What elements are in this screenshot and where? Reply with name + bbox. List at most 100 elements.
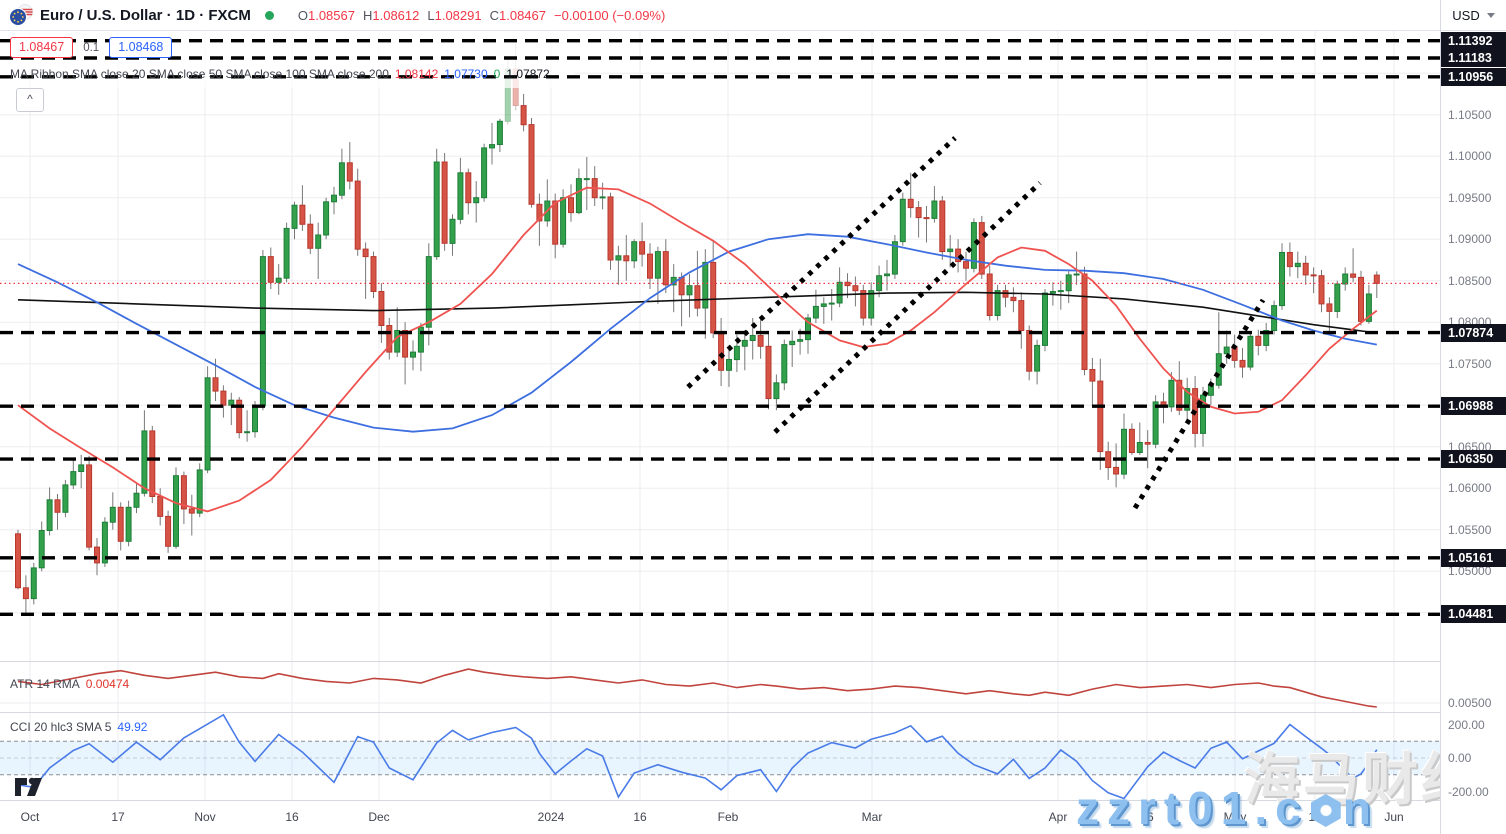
candle [1042, 289, 1048, 352]
time-tick: 2024 [537, 810, 565, 824]
candle [741, 330, 748, 371]
candle [789, 330, 796, 367]
candle [520, 93, 527, 132]
cci-value: 49.92 [117, 720, 148, 734]
candle [149, 425, 156, 504]
candle [141, 410, 148, 497]
site-watermark-prefix: zzrt01.c [1076, 782, 1309, 834]
chevron-down-icon [1486, 12, 1495, 18]
price-scale[interactable]: USD 1.10500 1.10000 1.09500 1.09000 1.08500 1… [1440, 0, 1506, 834]
candle [552, 193, 559, 259]
candle [133, 484, 140, 514]
low-value: 1.08291 [434, 7, 482, 23]
atr-scale-label: 0.00500 [1448, 696, 1492, 710]
time-axis[interactable]: Oct17Nov16Dec202416FebMarApr16May16Jun [0, 801, 1440, 834]
candle [220, 385, 227, 418]
sma200-value: 1.07872 [506, 67, 550, 81]
candle [1081, 266, 1088, 376]
chart-top-bar: Euro / U.S. Dollar · 1D · FXCM O1.08567 H… [0, 0, 1440, 31]
price-level-badge: 1.11183 [1441, 49, 1506, 67]
candle [828, 289, 835, 321]
candle [101, 517, 108, 567]
candle [1097, 358, 1104, 470]
currency-dropdown[interactable]: USD [1441, 0, 1506, 31]
price-scale-label: 1.05500 [1448, 522, 1492, 537]
candle [1286, 242, 1293, 277]
candle [228, 392, 235, 426]
collapse-legend-button[interactable]: ^ [16, 88, 44, 112]
candle [1294, 251, 1301, 279]
candle [331, 186, 337, 215]
candle [188, 494, 195, 536]
price-scale-label: 1.05000 [1448, 564, 1492, 579]
ohlc-values: O1.08567 H1.08612 L1.08291 C1.08467 −0.00100… [297, 7, 666, 23]
candle [765, 332, 772, 410]
candle [994, 284, 1001, 321]
candle [54, 494, 61, 530]
candle [615, 245, 622, 285]
price-scale-label: 1.08500 [1448, 273, 1492, 288]
candle [1373, 271, 1380, 298]
candle [583, 157, 590, 211]
candle [1342, 267, 1349, 291]
atr-value: 0.00474 [85, 677, 130, 691]
market-status-dot-icon[interactable] [264, 10, 274, 20]
candle [947, 235, 954, 268]
red-price-label[interactable]: 1.08467 [10, 37, 74, 58]
candle [1310, 267, 1317, 294]
candle [631, 239, 638, 269]
price-label-row: 1.08467 0.1 1.08468 [10, 37, 173, 58]
candle [591, 166, 598, 206]
candle [781, 339, 788, 391]
candle [394, 307, 401, 357]
candle [528, 118, 535, 208]
time-tick: Dec [368, 810, 390, 824]
ma-ribbon-legend[interactable]: MA Ribbon SMA close 20 SMA close 50 SMA … [10, 67, 556, 81]
candle [773, 374, 780, 411]
high-value: 1.08612 [372, 7, 420, 23]
time-tick: 16 [1140, 810, 1154, 824]
candle [686, 274, 693, 318]
cci-scale-label: -200.00 [1448, 784, 1489, 799]
candle [678, 272, 685, 327]
candle [125, 500, 132, 547]
blue-price-label[interactable]: 1.08468 [109, 37, 173, 58]
candle [931, 186, 938, 223]
candle [1018, 292, 1025, 349]
cci-legend[interactable]: CCI 20 hlc3 SMA 5 49.92 [10, 720, 147, 734]
time-tick: Feb [717, 810, 739, 824]
candle [481, 143, 488, 202]
cci-scale-label: 0.00 [1448, 751, 1472, 765]
candle [496, 118, 503, 152]
candle [1128, 423, 1135, 455]
candle [876, 265, 883, 298]
candle [433, 148, 440, 260]
candle [323, 197, 330, 240]
price-scale-label: 1.09500 [1448, 190, 1492, 205]
candle [283, 222, 290, 283]
time-tick: Jun [1384, 810, 1404, 824]
candle [1144, 430, 1151, 469]
symbol-title[interactable]: Euro / U.S. Dollar · 1D · FXCM [40, 6, 251, 24]
candle [267, 247, 274, 289]
atr-legend[interactable]: ATR 14 RMA 0.00474 [10, 677, 129, 691]
candle [670, 264, 677, 313]
candle [196, 463, 203, 518]
candle [1002, 284, 1009, 308]
candle [236, 396, 243, 439]
price-level-badge: 1.11392 [1441, 31, 1506, 50]
candle [1318, 269, 1325, 313]
price-level-badge: 1.10956 [1441, 67, 1506, 86]
candle [386, 318, 393, 360]
time-tick: Nov [194, 810, 216, 824]
candle [473, 181, 480, 223]
candle [1334, 280, 1341, 318]
price-level-badge: 1.07874 [1441, 323, 1506, 342]
time-tick: 16 [633, 810, 647, 824]
candle [568, 184, 574, 222]
candle [410, 340, 416, 371]
sma20-value: 1.08142 [394, 67, 439, 81]
candle [38, 521, 45, 572]
candle [1010, 287, 1017, 313]
